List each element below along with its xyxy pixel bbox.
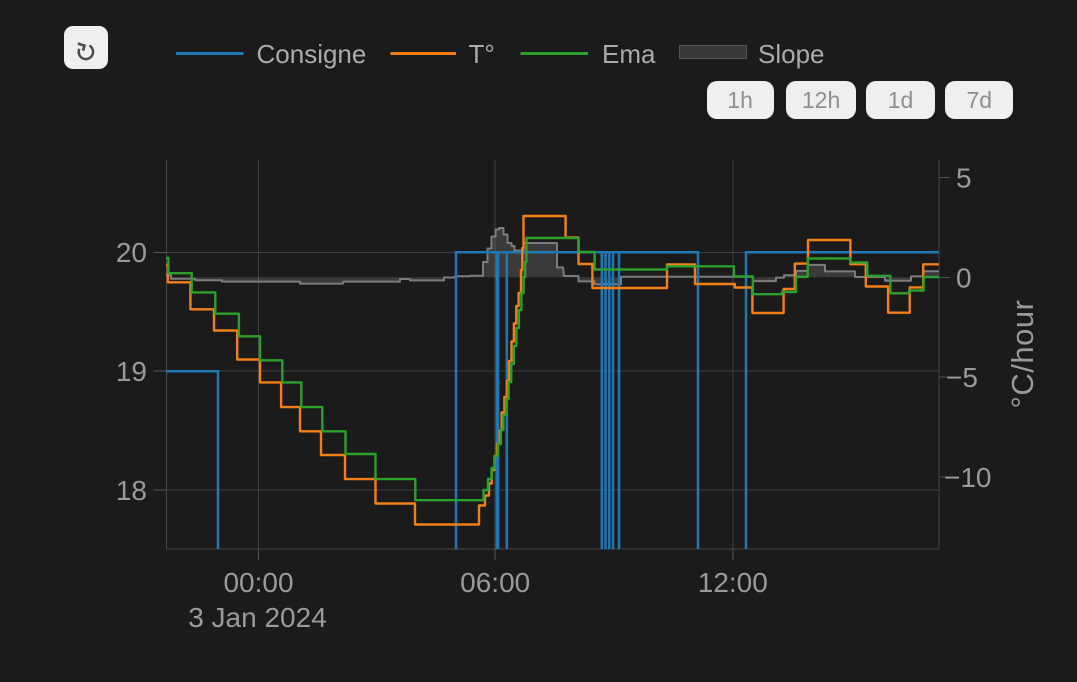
svg-text:00:00: 00:00 bbox=[223, 567, 293, 598]
svg-text:3 Jan 2024: 3 Jan 2024 bbox=[188, 602, 327, 633]
svg-text:°C/hour: °C/hour bbox=[1005, 300, 1040, 409]
svg-text:−5: −5 bbox=[946, 362, 978, 393]
svg-text:Ema: Ema bbox=[602, 39, 656, 69]
svg-text:12:00: 12:00 bbox=[698, 567, 768, 598]
svg-text:19: 19 bbox=[116, 356, 147, 387]
svg-text:0: 0 bbox=[956, 262, 972, 293]
svg-text:Consigne: Consigne bbox=[257, 39, 367, 69]
svg-text:5: 5 bbox=[956, 163, 972, 194]
svg-text:20: 20 bbox=[116, 237, 147, 268]
svg-text:Slope: Slope bbox=[758, 39, 825, 69]
svg-text:18: 18 bbox=[116, 475, 147, 506]
svg-text:06:00: 06:00 bbox=[460, 567, 530, 598]
svg-text:−10: −10 bbox=[944, 462, 992, 493]
svg-text:T°: T° bbox=[469, 39, 495, 69]
